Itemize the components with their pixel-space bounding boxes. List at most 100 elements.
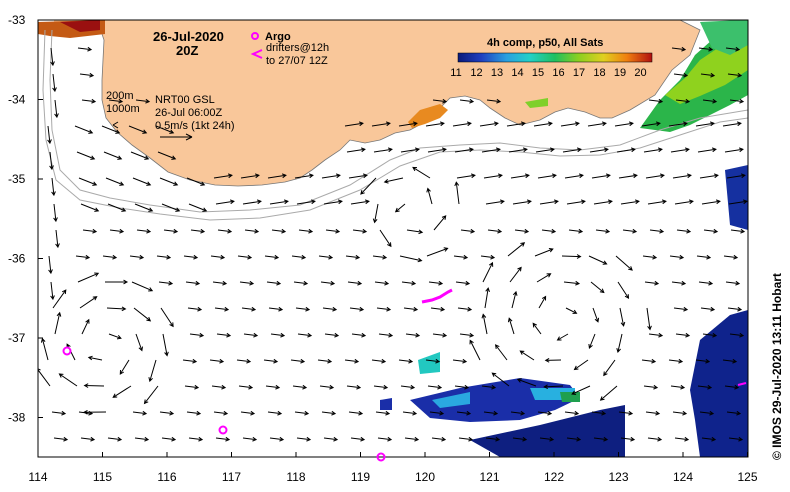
current-arrow xyxy=(674,436,690,442)
x-tick-label: 123 xyxy=(608,470,628,484)
current-arrow xyxy=(516,378,537,387)
current-arrow xyxy=(644,280,660,286)
current-arrow xyxy=(143,385,159,405)
current-arrow xyxy=(375,410,391,416)
current-arrow xyxy=(562,147,582,153)
current-arrow xyxy=(317,358,333,364)
current-arrow xyxy=(350,436,366,442)
current-arrow xyxy=(215,199,235,205)
current-arrow xyxy=(675,98,691,104)
current-arrow xyxy=(107,436,123,442)
current-arrow xyxy=(506,121,526,127)
current-arrow xyxy=(214,306,230,312)
product-label: NRT00 GSL xyxy=(155,94,215,106)
current-arrow xyxy=(566,199,586,205)
current-arrow xyxy=(469,339,481,361)
current-arrow xyxy=(668,358,684,364)
current-arrow xyxy=(459,332,475,338)
current-arrow xyxy=(593,199,613,205)
current-arrow xyxy=(83,383,105,388)
current-arrow xyxy=(82,409,107,415)
current-arrow xyxy=(76,151,96,160)
current-arrow xyxy=(702,98,718,104)
colorbar-tick-label: 13 xyxy=(491,67,503,79)
current-arrow xyxy=(376,306,392,312)
current-arrow xyxy=(243,332,259,338)
x-tick-label: 117 xyxy=(222,470,241,484)
current-arrow xyxy=(595,228,611,234)
current-arrow xyxy=(108,98,124,104)
current-arrow xyxy=(641,358,657,364)
current-arrow xyxy=(510,410,526,416)
current-arrow xyxy=(159,177,179,186)
current-arrow xyxy=(379,229,392,248)
current-arrow xyxy=(79,72,95,78)
current-arrow xyxy=(599,385,618,401)
current-arrow xyxy=(321,173,341,179)
current-arrow xyxy=(242,436,258,442)
current-arrow xyxy=(160,307,174,328)
drifter-legend-line1: drifters@12h xyxy=(266,42,329,54)
current-arrow xyxy=(239,280,255,286)
current-arrow xyxy=(412,166,431,179)
current-arrow xyxy=(267,173,287,179)
current-arrow xyxy=(183,254,199,260)
current-arrow xyxy=(587,121,607,127)
current-arrow xyxy=(348,410,364,416)
current-arrow xyxy=(52,289,67,309)
current-arrow xyxy=(325,228,341,234)
current-arrow xyxy=(698,46,714,52)
current-arrow xyxy=(216,332,232,338)
current-arrow xyxy=(135,98,151,104)
current-arrow xyxy=(348,173,368,179)
current-arrow xyxy=(670,147,690,153)
current-arrow xyxy=(724,147,744,153)
current-arrow xyxy=(507,317,515,335)
current-arrow xyxy=(452,358,468,364)
current-arrow xyxy=(188,203,208,212)
current-arrow xyxy=(620,199,640,205)
current-arrow xyxy=(703,228,719,234)
current-arrow xyxy=(590,281,605,294)
y-tick-label: -33 xyxy=(8,13,26,27)
depth-scale-arrow xyxy=(112,121,119,129)
current-arrow xyxy=(53,436,69,442)
current-arrow xyxy=(670,384,686,390)
current-arrow xyxy=(131,281,154,292)
current-arrow xyxy=(290,358,306,364)
current-arrow xyxy=(40,337,49,361)
current-arrow xyxy=(484,287,490,309)
current-arrow xyxy=(485,199,505,205)
current-arrow xyxy=(452,121,472,127)
current-arrow xyxy=(217,228,233,234)
current-arrow xyxy=(645,173,665,179)
scale-label: 0.5m/s (1kt 24h) xyxy=(155,120,234,132)
current-arrow xyxy=(589,147,609,153)
current-arrow xyxy=(213,173,233,179)
current-arrow xyxy=(568,228,584,234)
current-arrow xyxy=(53,203,58,223)
current-arrow xyxy=(371,121,391,127)
current-arrow xyxy=(210,254,226,260)
current-arrow xyxy=(320,280,336,286)
x-tick-label: 122 xyxy=(544,470,564,484)
current-arrow xyxy=(700,72,716,78)
current-arrow xyxy=(722,358,738,364)
current-arrow xyxy=(323,199,343,205)
current-arrow xyxy=(431,436,447,442)
current-arrow xyxy=(730,228,746,234)
current-arrow xyxy=(509,266,522,283)
current-arrow xyxy=(401,280,417,286)
current-arrow xyxy=(188,436,204,442)
current-arrow xyxy=(48,255,53,275)
current-arrow xyxy=(481,147,501,153)
current-arrow xyxy=(486,98,502,104)
current-arrow xyxy=(38,368,51,387)
current-arrow xyxy=(266,280,282,286)
current-arrow xyxy=(119,359,130,375)
current-arrow xyxy=(186,177,206,186)
current-arrow xyxy=(671,46,687,52)
current-arrow xyxy=(398,358,414,364)
current-arrow xyxy=(619,307,626,327)
